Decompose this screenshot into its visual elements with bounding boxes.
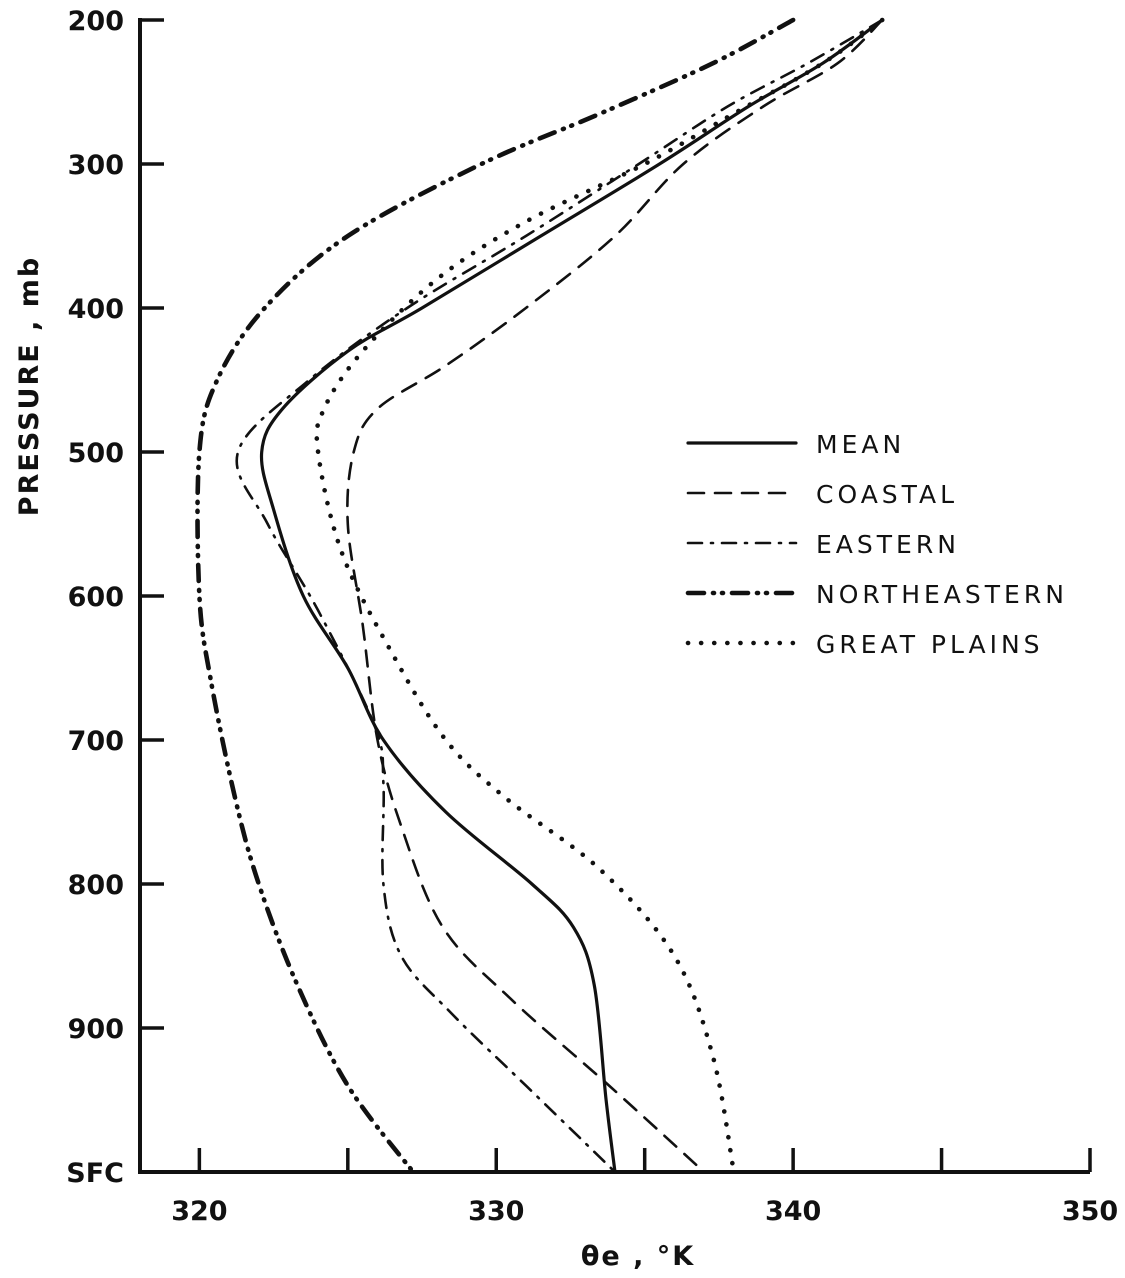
- legend-label-eastern: EASTERN: [816, 530, 960, 559]
- legend-label-coastal: COASTAL: [816, 480, 958, 509]
- x-tick-label: 320: [171, 1196, 227, 1227]
- y-tick-label: 800: [68, 870, 124, 901]
- series-line-northeastern: [195, 17, 796, 1175]
- y-tick-label: 300: [68, 150, 124, 181]
- y-tick-label: SFC: [66, 1158, 124, 1189]
- series-line-eastern: [235, 18, 884, 1174]
- x-tick-label: 340: [765, 1196, 821, 1227]
- y-tick-label: 500: [68, 438, 124, 469]
- x-tick-label: 330: [468, 1196, 524, 1227]
- y-ticks: 200 300 400 500 600 700 800 900 SFC: [66, 6, 164, 1189]
- x-tick-label: 350: [1062, 1196, 1118, 1227]
- series-line-coastal: [346, 18, 884, 1174]
- legend-label-mean: MEAN: [816, 430, 905, 459]
- y-tick-label: 700: [68, 726, 124, 757]
- series-line-mean: [259, 18, 884, 1174]
- y-tick-label: 400: [68, 294, 124, 325]
- legend-label-northeastern: NORTHEASTERN: [816, 580, 1068, 609]
- series-line-great-plains: [314, 17, 885, 1175]
- x-axis-title: θe , °K: [581, 1241, 695, 1272]
- legend-label-great-plains: GREAT PLAINS: [816, 630, 1044, 659]
- legend: MEAN COASTAL EASTERN NORTHEASTERN GREAT PLAI…: [685, 430, 1068, 659]
- x-ticks: 320 330 340 350: [171, 1148, 1118, 1227]
- y-axis-title: PRESSURE , mb: [14, 256, 45, 516]
- y-tick-label: 900: [68, 1014, 124, 1045]
- y-tick-label: 200: [68, 6, 124, 37]
- series-lines: [195, 17, 885, 1175]
- y-tick-label: 600: [68, 582, 124, 613]
